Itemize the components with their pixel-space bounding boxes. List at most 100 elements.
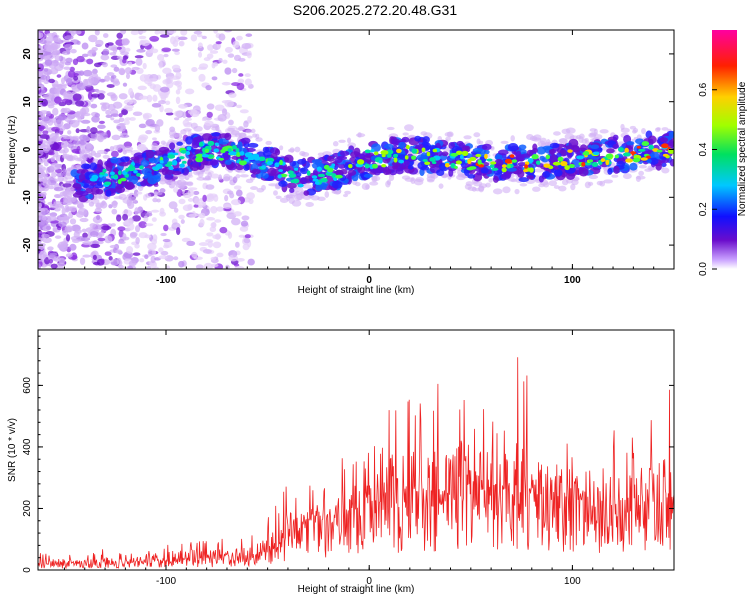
spectrogram-noise-blob	[240, 220, 249, 227]
spectrogram-band-halo	[207, 171, 212, 179]
spectrogram-noise-blob	[241, 215, 250, 221]
spectrogram-noise-blob	[92, 68, 98, 75]
spectrogram-band-blob	[235, 164, 244, 171]
spectrogram-band-blob	[414, 135, 422, 142]
spectrogram-band-blob	[518, 144, 527, 150]
spectrogram-band-core	[470, 166, 477, 170]
spectrogram-band-halo	[301, 184, 312, 189]
spectrogram-band-blob	[171, 170, 182, 176]
spectrogram-band-core	[327, 167, 334, 173]
spectrogram-noise-blob	[100, 54, 110, 61]
spectrogram-band-halo	[386, 179, 392, 186]
spectrogram-noise-blob	[244, 78, 252, 86]
spectrogram-noise-blob	[47, 138, 55, 145]
spectrogram-band-halo	[217, 176, 223, 181]
spectrogram-noise-blob	[173, 117, 180, 121]
spectrogram-noise-blob	[108, 256, 113, 261]
spectrogram-band-core	[484, 153, 488, 160]
spectrogram-noise-blob	[202, 194, 207, 203]
spectrogram-band-blob	[91, 186, 100, 195]
spectrogram-band-blob	[612, 144, 620, 149]
spectrogram-noise-blob	[110, 150, 119, 158]
spectrogram-noise-blob	[48, 78, 55, 84]
spectrogram-band-core	[119, 177, 127, 182]
spectrogram-noise-blob	[138, 35, 147, 40]
spectrogram-noise-blob	[38, 125, 45, 132]
spectrogram-noise-blob	[202, 249, 212, 254]
spectrogram-band-core	[179, 163, 185, 168]
spectrogram-band-core	[316, 166, 322, 172]
spectrogram-band-blob	[247, 142, 259, 148]
spectrogram-noise-blob	[206, 111, 213, 118]
spectrogram-noise-blob	[215, 41, 222, 45]
spectrogram-noise-blob	[122, 213, 129, 221]
spectrogram-band-blob	[319, 182, 327, 190]
spectrogram-noise-blob	[138, 123, 147, 129]
spectrogram-noise-blob	[241, 43, 252, 50]
spectrogram-band-blob	[505, 171, 512, 179]
spectrogram-noise-blob	[38, 63, 44, 72]
spectrogram-band-core	[125, 167, 129, 173]
spectrogram-noise-blob	[165, 100, 171, 105]
spectrogram-noise-blob	[69, 66, 75, 72]
spectrogram-band-halo	[386, 126, 395, 131]
spectrogram-noise-blob	[50, 162, 60, 171]
spectrogram-band-halo	[164, 178, 173, 185]
spectrogram-band-core	[159, 160, 164, 164]
spectrogram-noise-blob	[116, 214, 122, 222]
spectrogram-noise-blob	[149, 260, 157, 269]
spectrogram-band-blob	[262, 146, 270, 153]
spectrogram-noise-blob	[229, 192, 235, 199]
snr-y-tick-label: 400	[22, 438, 33, 455]
spectrogram-band-blob	[176, 141, 183, 146]
spectrogram-band-core	[364, 149, 371, 154]
snr-x-tick-label: 100	[564, 576, 581, 587]
spectrogram-noise-blob	[214, 219, 222, 223]
spectrogram-band-core	[591, 161, 599, 168]
spectrogram-noise-blob	[137, 85, 147, 91]
spectrogram-band-halo	[635, 175, 641, 182]
spectrogram-band-blob	[395, 168, 404, 175]
spectrogram-noise-blob	[248, 198, 254, 205]
spectrogram-noise-blob	[65, 253, 73, 258]
spectrogram-noise-blob	[243, 120, 249, 128]
spectrogram-band-core	[378, 159, 383, 164]
spectrogram-noise-blob	[46, 32, 56, 37]
spectrogram-noise-blob	[52, 37, 61, 42]
spectrogram-band-halo	[478, 185, 485, 192]
spectrogram-band-blob	[327, 155, 335, 162]
spectrogram-band-halo	[638, 170, 645, 176]
spectrogram-noise-blob	[89, 231, 99, 238]
spectrogram-band-halo	[183, 128, 192, 132]
spectrogram-noise-blob	[187, 198, 194, 202]
spectrogram-band-core	[227, 148, 232, 153]
spectrogram-band-core	[314, 181, 320, 185]
snr-x-tick-label: 0	[366, 576, 372, 587]
spectrogram-noise-blob	[120, 30, 127, 35]
spectrogram-band-core	[531, 154, 539, 160]
spectrogram-noise-blob	[127, 222, 135, 231]
spectrogram-band-halo	[415, 177, 425, 183]
spectrogram-noise-blob	[105, 109, 111, 115]
spectrogram-band-blob	[81, 163, 91, 170]
spectrogram-noise-blob	[80, 236, 91, 242]
spectrogram-noise-blob	[93, 62, 102, 68]
spectrogram-band-halo	[656, 127, 661, 131]
spectrogram-band-core	[461, 150, 469, 157]
spectrogram-noise-blob	[42, 130, 49, 135]
spectrogram-noise-blob	[54, 235, 62, 239]
spectrogram-band-core	[490, 161, 497, 165]
spectrogram-band-blob	[169, 142, 176, 150]
spectrogram-band-blob	[303, 190, 310, 196]
spectrogram-band-core	[155, 163, 163, 170]
spectrogram-noise-blob	[163, 53, 169, 58]
spectrogram-noise-blob	[64, 43, 73, 51]
spectrogram-band-blob	[481, 143, 492, 151]
spectrogram-band-core	[372, 163, 378, 169]
spectrogram-band-blob	[251, 168, 261, 175]
spectrogram-noise-blob	[211, 62, 216, 69]
spectrogram-noise-blob	[126, 194, 133, 198]
spectrogram-noise-blob	[230, 217, 241, 226]
spectrogram-band-halo	[70, 207, 76, 213]
spectrogram-noise-blob	[88, 49, 96, 54]
